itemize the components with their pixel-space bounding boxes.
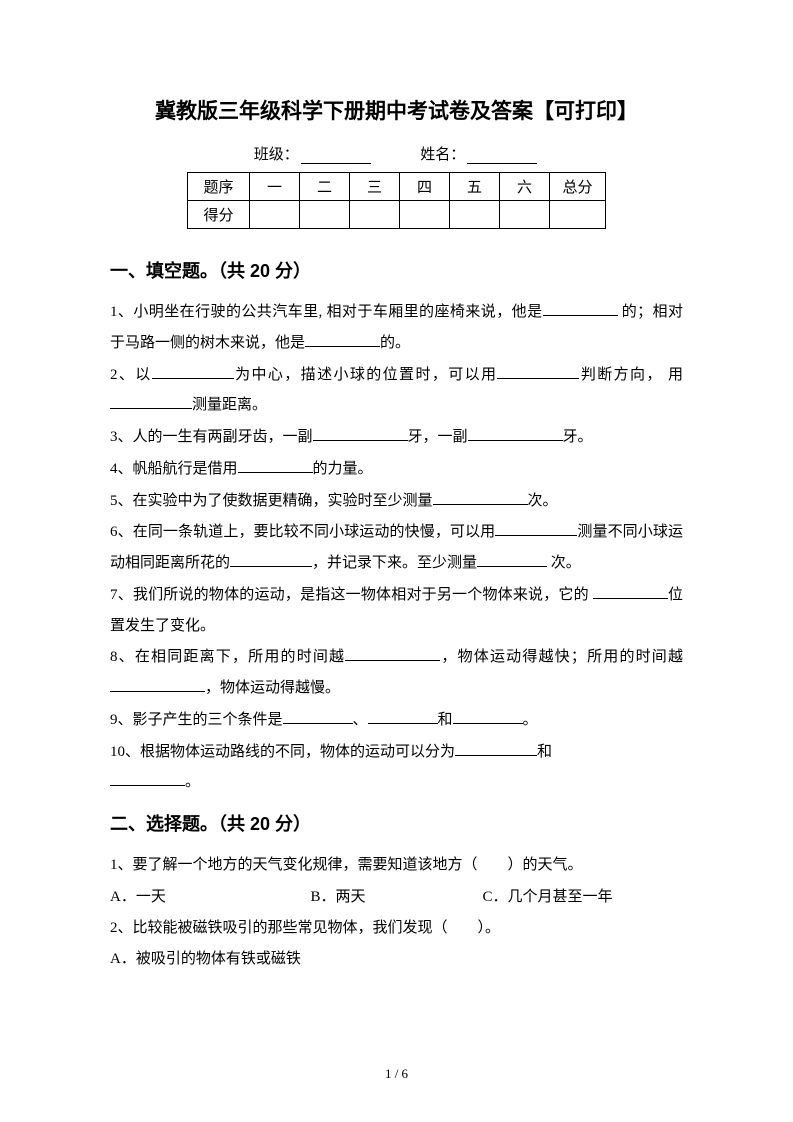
q1-text-a: 1、小明坐在行驶的公共汽车里, 相对于车厢里的座椅来说，他是 — [110, 304, 543, 320]
td-score-3[interactable] — [350, 201, 400, 229]
q2-text-e: 测量距离。 — [192, 397, 267, 413]
q10-text-b: 和 — [537, 744, 552, 760]
td-score-1[interactable] — [250, 201, 300, 229]
th-4: 四 — [400, 173, 450, 201]
th-2: 二 — [300, 173, 350, 201]
table-row: 题序 一 二 三 四 五 六 总分 — [188, 173, 606, 201]
td-score-label: 得分 — [188, 201, 250, 229]
doc-title: 冀教版三年级科学下册期中考试卷及答案【可打印】 — [110, 95, 683, 125]
class-label: 班级： — [254, 147, 299, 163]
td-score-total[interactable] — [550, 201, 606, 229]
q5-text-a: 5、在实验中为了使数据更精确，实验时至少测量 — [110, 493, 433, 509]
s2-q1-opt-c[interactable]: C．几个月甚至一年 — [482, 882, 683, 913]
q9-text-a: 9、影子产生的三个条件是 — [110, 712, 283, 728]
s2-q1-opt-a[interactable]: A．一天 — [110, 882, 311, 913]
q8: 8、在相同距离下，所用的时间越 ，物体运动得越快；所用的时间越 ，物体运动得越慢。 — [110, 642, 683, 704]
q4-text-a: 4、帆船航行是借用 — [110, 461, 238, 477]
q9-text-b: 、 — [353, 712, 368, 728]
q3-text-b: 牙，一副 — [408, 429, 468, 445]
q10-blank-1[interactable] — [455, 741, 537, 756]
td-score-5[interactable] — [450, 201, 500, 229]
q2-blank-2[interactable] — [497, 364, 579, 379]
q7: 7、我们所说的物体的运动，是指这一物体相对于另一个物体来说，它的 位置发生了变化… — [110, 580, 683, 642]
s2-q2-opt-a[interactable]: A．被吸引的物体有铁或磁铁 — [110, 944, 683, 975]
th-order: 题序 — [188, 173, 250, 201]
student-info-line: 班级： 姓名： — [110, 143, 683, 164]
q7-text-a: 7、我们所说的物体的运动，是指这一物体相对于另一个物体来说，它的 — [110, 587, 589, 603]
q4-blank-1[interactable] — [238, 458, 313, 473]
q5-text-b: 次。 — [528, 493, 558, 509]
table-row: 得分 — [188, 201, 606, 229]
q7-blank-1[interactable] — [593, 584, 668, 599]
th-total: 总分 — [550, 173, 606, 201]
q3-blank-2[interactable] — [468, 426, 563, 441]
q8-blank-2[interactable] — [110, 677, 205, 692]
q5: 5、在实验中为了使数据更精确，实验时至少测量 次。 — [110, 486, 683, 517]
s2-q1: 1、要了解一个地方的天气变化规律，需要知道该地方（ ）的天气。 — [110, 850, 683, 881]
q4: 4、帆船航行是借用 的力量。 — [110, 454, 683, 485]
q6: 6、在同一条轨道上，要比较不同小球运动的快慢，可以用测量不同小球运动相同距离所花… — [110, 517, 683, 579]
q1-blank-1[interactable] — [543, 301, 618, 316]
q10-text-c: 。 — [185, 774, 200, 790]
q9-blank-1[interactable] — [283, 709, 353, 724]
q3-text-c: 牙。 — [563, 429, 593, 445]
s2-q1-options: A．一天 B．两天 C．几个月甚至一年 — [110, 882, 683, 913]
q8-text-b: ，物体运动得越快；所用的时间越 — [440, 649, 683, 665]
score-table: 题序 一 二 三 四 五 六 总分 得分 — [187, 172, 606, 229]
q2-text-a: 2、以 — [110, 367, 152, 383]
th-5: 五 — [450, 173, 500, 201]
q2-text-d: 用 — [668, 367, 683, 383]
q2: 2、以 为中心，描述小球的位置时，可以用 判断方向， 用测量距离。 — [110, 360, 683, 422]
q10: 10、根据物体运动路线的不同，物体的运动可以分为 和 。 — [110, 737, 683, 799]
name-blank[interactable] — [467, 148, 537, 164]
q10-blank-2[interactable] — [110, 771, 185, 786]
class-blank[interactable] — [301, 148, 371, 164]
q3: 3、人的一生有两副牙齿，一副 牙，一副 牙。 — [110, 422, 683, 453]
td-score-6[interactable] — [500, 201, 550, 229]
section2-heading: 二、选择题。（共 20 分） — [110, 810, 683, 836]
q4-text-b: 的力量。 — [313, 461, 373, 477]
q6-blank-1[interactable] — [495, 521, 577, 536]
q1: 1、小明坐在行驶的公共汽车里, 相对于车厢里的座椅来说，他是 的；相对于马路一侧… — [110, 297, 683, 359]
td-score-4[interactable] — [400, 201, 450, 229]
q6-blank-3[interactable] — [477, 552, 547, 567]
q8-text-a: 8、在相同距离下，所用的时间越 — [110, 649, 345, 665]
section1-heading: 一、填空题。（共 20 分） — [110, 257, 683, 283]
q9-text-c: 和 — [438, 712, 453, 728]
q9-blank-3[interactable] — [453, 709, 523, 724]
q3-text-a: 3、人的一生有两副牙齿，一副 — [110, 429, 313, 445]
q8-text-c: ，物体运动得越慢。 — [205, 680, 340, 696]
q9-text-d: 。 — [523, 712, 538, 728]
q3-blank-1[interactable] — [313, 426, 408, 441]
name-label: 姓名： — [420, 147, 465, 163]
q2-blank-1[interactable] — [152, 364, 234, 379]
q6-text-d: 次。 — [551, 555, 581, 571]
q9: 9、影子产生的三个条件是 、 和 。 — [110, 705, 683, 736]
th-1: 一 — [250, 173, 300, 201]
th-3: 三 — [350, 173, 400, 201]
q1-text-c: 的。 — [380, 335, 410, 351]
q6-text-a: 6、在同一条轨道上，要比较不同小球运动的快慢，可以用 — [110, 524, 495, 540]
q2-text-b: 为中心，描述小球的位置时，可以用 — [234, 367, 498, 383]
page-number: 1 / 6 — [0, 1066, 793, 1082]
th-6: 六 — [500, 173, 550, 201]
q5-blank-1[interactable] — [433, 490, 528, 505]
q1-blank-2[interactable] — [305, 332, 380, 347]
q2-blank-3[interactable] — [110, 394, 192, 409]
q8-blank-1[interactable] — [345, 646, 440, 661]
q9-blank-2[interactable] — [368, 709, 438, 724]
q10-text-a: 10、根据物体运动路线的不同，物体的运动可以分为 — [110, 744, 455, 760]
q6-text-c: ，并记录下来。至少测量 — [312, 555, 477, 571]
td-score-2[interactable] — [300, 201, 350, 229]
s2-q1-opt-b[interactable]: B．两天 — [311, 882, 483, 913]
s2-q2: 2、比较能被磁铁吸引的那些常见物体，我们发现（ ）。 — [110, 913, 683, 944]
q2-text-c: 判断方向， — [579, 367, 662, 383]
q6-blank-2[interactable] — [230, 552, 312, 567]
